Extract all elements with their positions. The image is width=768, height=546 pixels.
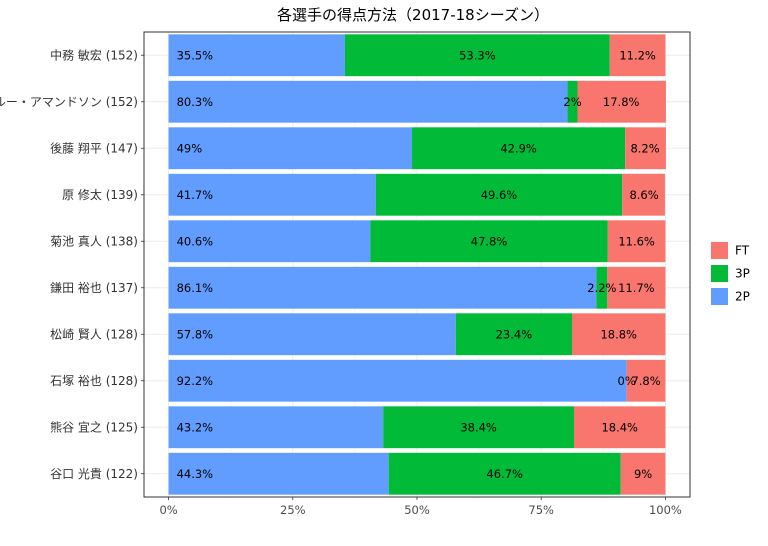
data-label-ft: 18.4% — [601, 420, 638, 434]
bar-segment-ft — [607, 220, 666, 263]
data-label-3p: 38.4% — [460, 420, 497, 434]
bar-segment-3p — [388, 452, 621, 495]
y-tick-label: ルー・アマンドソン (152) — [0, 95, 138, 109]
data-label-ft: 11.6% — [618, 234, 655, 248]
data-label-2p: 57.8% — [177, 327, 214, 341]
data-label-3p: 2% — [563, 95, 581, 109]
data-label-2p: 41.7% — [177, 188, 214, 202]
data-label-ft: 8.6% — [629, 188, 658, 202]
data-label-3p: 0% — [618, 374, 636, 388]
legend-key-ft — [711, 242, 728, 259]
data-label-2p: 43.2% — [177, 420, 214, 434]
data-label-2p: 92.2% — [177, 374, 214, 388]
data-label-2p: 49% — [177, 141, 203, 155]
data-label-3p: 2.2% — [587, 281, 616, 295]
legend-key-2p — [711, 288, 728, 305]
bar-segment-2p — [168, 34, 345, 77]
data-label-3p: 47.8% — [471, 234, 508, 248]
bar-segment-3p — [383, 406, 575, 449]
plot-area: 35.5% 53.3% 11.2% 中務 敏宏 (152) 80.3% 2% 17.8% ルー… — [0, 31, 691, 517]
x-tick-label: 25% — [280, 503, 306, 517]
y-tick-label: 後藤 翔平 (147) — [50, 141, 138, 155]
y-tick-label: 鎌田 裕也 (137) — [50, 280, 138, 295]
y-tick-label: 熊谷 宜之 (125) — [50, 419, 138, 434]
data-label-ft: 7.8% — [631, 374, 660, 388]
bar-segment-ft — [609, 34, 666, 77]
legend-key-3p — [711, 265, 728, 282]
data-label-ft: 9% — [634, 467, 652, 481]
x-tick-label: 50% — [404, 503, 430, 517]
bar-segment-3p — [375, 173, 623, 216]
bar-segment-ft — [607, 266, 666, 309]
bar-segment-2p — [168, 406, 384, 449]
data-label-ft: 11.7% — [618, 281, 655, 295]
data-label-2p: 44.3% — [177, 467, 214, 481]
data-label-ft: 11.2% — [619, 48, 656, 62]
bar-segment-ft — [572, 313, 666, 356]
data-label-2p: 86.1% — [177, 281, 214, 295]
bar-segment-2p — [168, 220, 371, 263]
bar-segment-3p — [344, 34, 610, 77]
y-tick-label: 菊池 真人 (138) — [50, 234, 138, 248]
x-tick-label: 100% — [649, 503, 682, 517]
bar-segment-3p — [567, 80, 578, 123]
legend-label-3p: 3P — [735, 267, 750, 281]
bar-segment-2p — [168, 266, 597, 309]
data-label-ft: 8.2% — [630, 141, 659, 155]
bar-segment-2p — [168, 452, 389, 495]
y-tick-label: 松崎 賢人 (128) — [50, 327, 138, 341]
data-label-2p: 40.6% — [177, 234, 214, 248]
legend-label-ft: FT — [735, 244, 750, 258]
legend-label-2p: 2P — [735, 290, 750, 304]
bar-segment-2p — [168, 359, 627, 402]
legend: FT 3P 2P — [711, 242, 750, 305]
bar-segment-2p — [168, 173, 376, 216]
data-label-3p: 49.6% — [481, 188, 518, 202]
bar-segment-3p — [370, 220, 608, 263]
y-tick-label: 原 修太 (139) — [62, 187, 138, 202]
y-tick-label: 中務 敏宏 (152) — [50, 47, 138, 62]
chart-title: 各選手の得点方法（2017-18シーズン） — [277, 6, 549, 24]
data-label-3p: 46.7% — [486, 467, 523, 481]
data-label-ft: 18.8% — [600, 327, 637, 341]
bar-segment-2p — [168, 127, 413, 170]
bar-segment-ft — [577, 80, 666, 123]
bar-segment-ft — [620, 452, 666, 495]
y-tick-label: 石塚 裕也 (128) — [50, 373, 138, 388]
bar-segment-3p — [455, 313, 573, 356]
bar-segment-ft — [625, 127, 666, 170]
data-label-2p: 35.5% — [177, 48, 214, 62]
data-label-3p: 42.9% — [500, 141, 537, 155]
bar-segment-2p — [168, 80, 568, 123]
bar-segment-2p — [168, 313, 456, 356]
y-tick-label: 谷口 光貴 (122) — [50, 467, 138, 481]
bar-segment-ft — [574, 406, 666, 449]
data-label-ft: 17.8% — [603, 95, 640, 109]
data-label-3p: 53.3% — [459, 48, 496, 62]
bar-segment-3p — [596, 266, 608, 309]
bar-segment-ft — [626, 359, 666, 402]
data-label-3p: 23.4% — [496, 327, 533, 341]
bar-segment-ft — [622, 173, 665, 216]
data-label-2p: 80.3% — [177, 95, 214, 109]
x-tick-label: 75% — [528, 503, 554, 517]
bar-segment-3p — [412, 127, 626, 170]
x-tick-label: 0% — [159, 503, 177, 517]
